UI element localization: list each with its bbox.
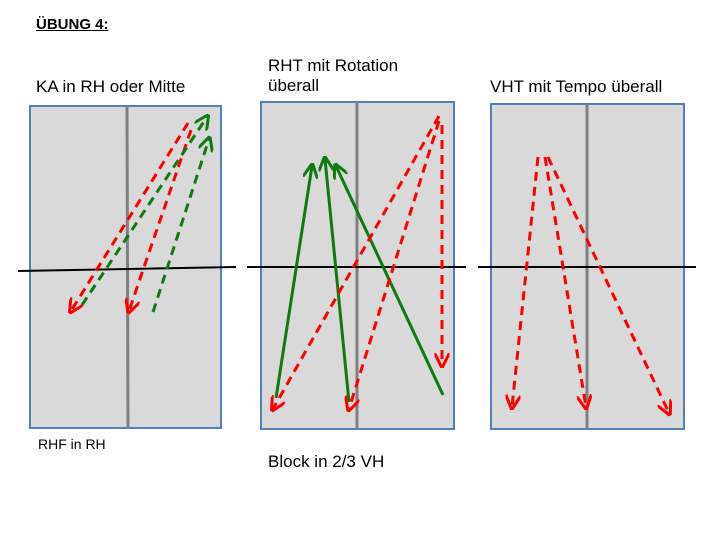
court-1-net-line <box>17 266 237 272</box>
court-panel-3 <box>478 103 696 430</box>
red-arrow <box>546 156 669 413</box>
panel-2-title: RHT mit Rotation überall <box>268 56 399 95</box>
court-panel-2 <box>247 101 466 430</box>
red-arrow <box>129 129 193 311</box>
panel-1-note: RHF in RH <box>38 436 106 452</box>
green-arrow <box>151 139 209 313</box>
red-arrow <box>273 115 441 409</box>
red-arrow <box>512 156 540 407</box>
red-arrow <box>349 120 441 409</box>
red-arrow <box>543 156 586 407</box>
court-panel-1 <box>17 105 237 429</box>
green-arrow <box>274 166 312 399</box>
panel-1-title: KA in RH oder Mitte <box>36 77 186 96</box>
red-arrow <box>71 122 190 311</box>
green-arrow <box>80 117 207 306</box>
green-arrow <box>325 159 351 403</box>
exercise-title: ÜBUNG 4: <box>36 16 109 33</box>
panel-3-title: VHT mit Tempo überall <box>490 77 663 96</box>
panel-2-note: Block in 2/3 VH <box>268 452 385 471</box>
court-1-center-line <box>125 105 130 429</box>
